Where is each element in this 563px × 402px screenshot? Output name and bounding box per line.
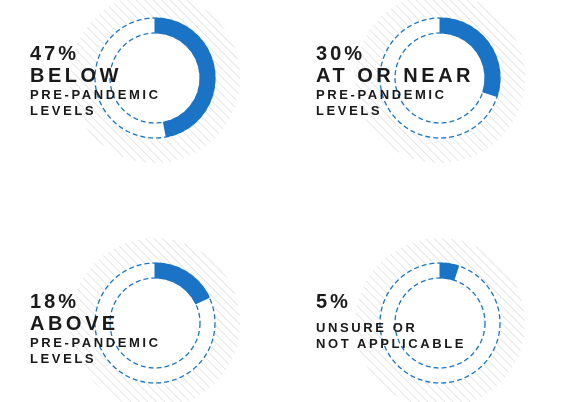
- chart-3-subtitle: PRE-PANDEMIC: [30, 335, 161, 351]
- chart-4-inner-fill: [379, 262, 501, 384]
- chart-1-inner-fill: [94, 17, 216, 139]
- chart-3-subtitle-2: LEVELS: [30, 351, 97, 367]
- chart-1-value-segment: [154, 17, 216, 138]
- chart-4-value-segment: [439, 262, 460, 281]
- chart-2-subtitle: PRE-PANDEMIC: [316, 87, 447, 103]
- chart-4-subtitle: UNSURE OR: [316, 319, 418, 335]
- chart-2-subtitle-2: LEVELS: [316, 103, 383, 119]
- chart-1-subtitle-2: LEVELS: [30, 103, 97, 119]
- chart-3-inner-fill: [94, 262, 216, 384]
- chart-1-percent: 47%: [30, 43, 80, 65]
- chart-3-labels: 18% ABOVE PRE-PANDEMIC LEVELS: [30, 291, 161, 368]
- chart-1-subtitle: PRE-PANDEMIC: [30, 87, 161, 103]
- chart-3-title: ABOVE: [30, 312, 119, 335]
- chart-4-percent: 5%: [316, 291, 351, 313]
- chart-2-title: AT OR NEAR: [316, 64, 474, 87]
- chart-2-percent: 30%: [316, 43, 366, 65]
- chart-3-value-segment: [154, 262, 210, 305]
- chart-4-labels: 5% UNSURE OR NOT APPLICABLE: [316, 291, 467, 352]
- chart-1-labels: 47% BELOW PRE-PANDEMIC LEVELS: [30, 43, 161, 120]
- chart-4-subtitle-2: NOT APPLICABLE: [316, 335, 467, 351]
- chart-2-inner-fill: [379, 17, 501, 139]
- chart-1-title: BELOW: [30, 64, 122, 87]
- chart-3-percent: 18%: [30, 291, 80, 313]
- chart-2-labels: 30% AT OR NEAR PRE-PANDEMIC LEVELS: [316, 43, 474, 120]
- chart-2-value-segment: [439, 17, 501, 98]
